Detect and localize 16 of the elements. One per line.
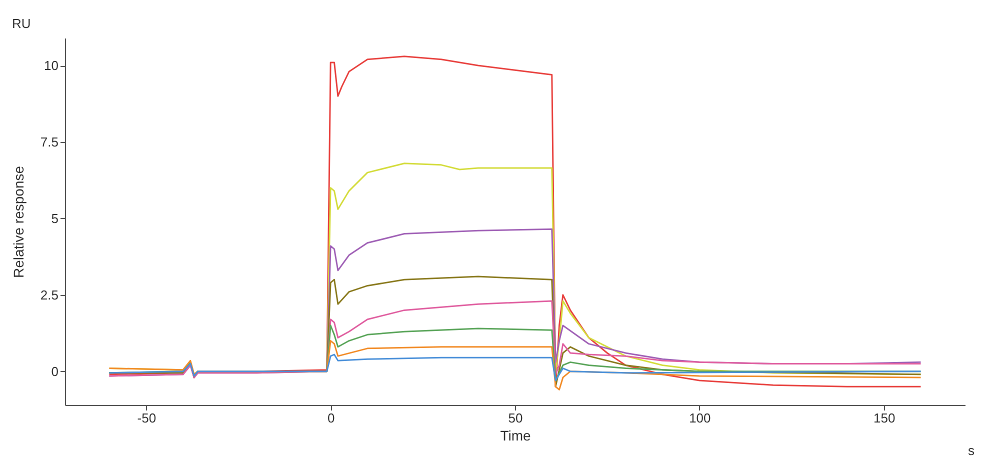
y-tick-label: 10 bbox=[44, 58, 58, 74]
y-tick-label: 2.5 bbox=[40, 287, 58, 302]
x-tick-label: 150 bbox=[874, 410, 896, 426]
text: RU bbox=[12, 16, 31, 31]
line-series bbox=[108, 354, 922, 382]
y-tick-label: 0 bbox=[51, 364, 58, 379]
y-tick-label: 5 bbox=[51, 210, 58, 226]
y-tick-label: 7.5 bbox=[40, 134, 58, 150]
x-tick-label: 0 bbox=[327, 410, 335, 426]
x-axis-title: Time bbox=[500, 428, 532, 444]
x-tick-label: 50 bbox=[508, 410, 523, 426]
line-series bbox=[108, 300, 922, 378]
y-axis-title: Relative response bbox=[10, 166, 26, 278]
text: s bbox=[968, 443, 974, 458]
x-tick-label: -50 bbox=[137, 410, 156, 426]
x-tick-label: 100 bbox=[689, 410, 711, 426]
